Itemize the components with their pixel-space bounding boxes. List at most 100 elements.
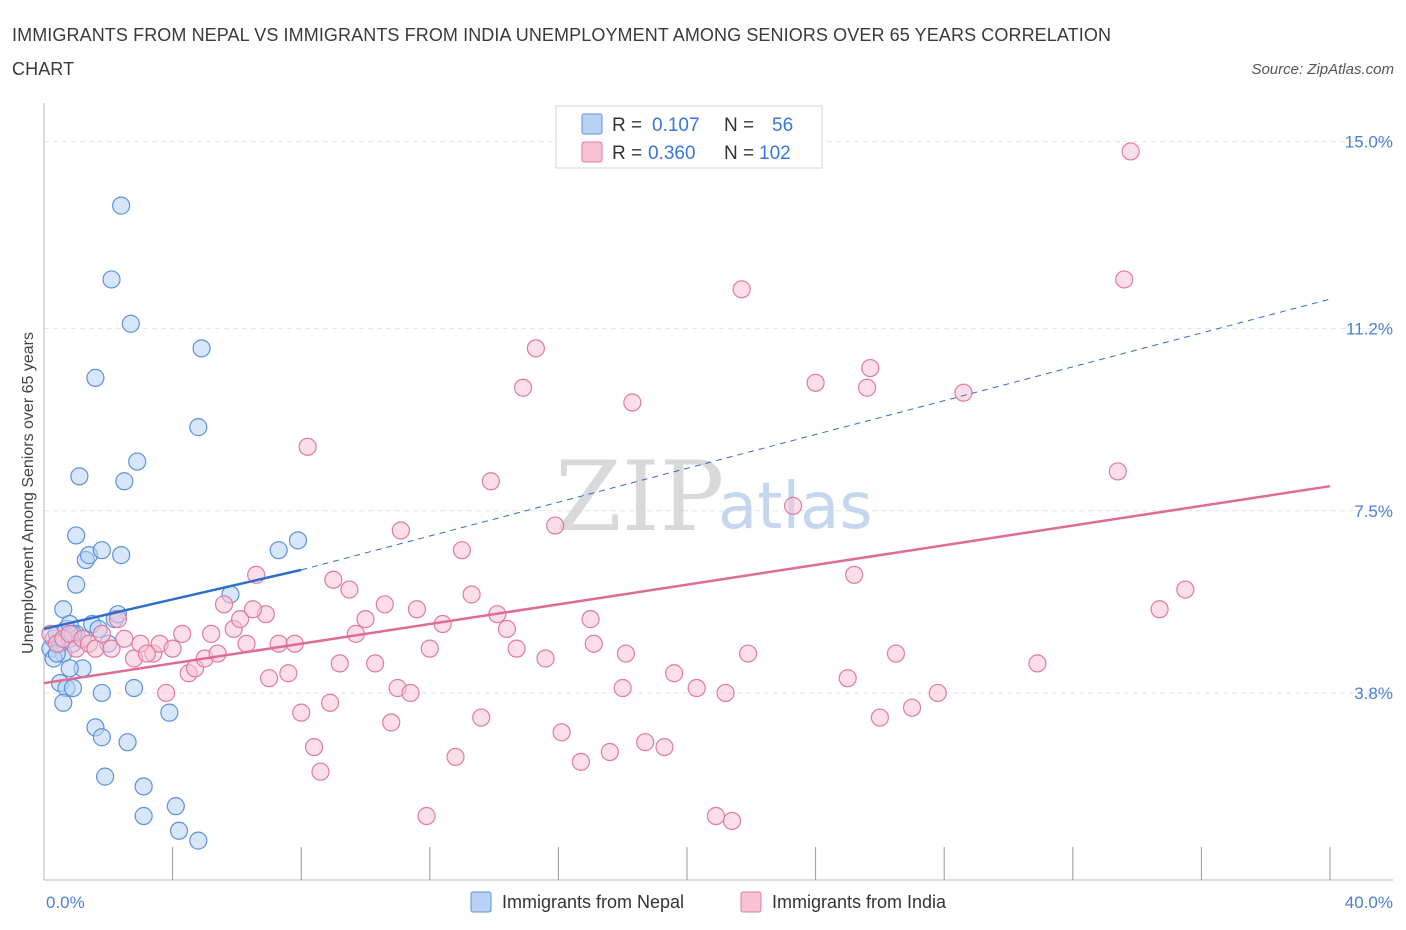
legend-n-value-nepal: 56: [772, 115, 793, 136]
india-point: [366, 654, 385, 673]
india-point: [806, 373, 825, 392]
india-point: [202, 624, 221, 643]
india-point: [375, 595, 394, 614]
india-point: [507, 639, 526, 658]
axes: [43, 103, 1393, 881]
india-point: [861, 358, 880, 378]
nepal-trend-line: [43, 568, 302, 631]
series-legend-label-nepal: Immigrants from Nepal: [502, 892, 684, 912]
nepal-point: [169, 821, 189, 840]
nepal-point: [288, 531, 308, 550]
india-point: [636, 733, 655, 752]
india-point: [571, 752, 591, 771]
india-point: [526, 339, 545, 358]
nepal-point: [115, 472, 134, 491]
india-point: [536, 649, 555, 668]
india-point: [902, 698, 922, 717]
nepal-point: [189, 418, 208, 437]
axis-ticks: [172, 847, 1331, 880]
nepal-point: [269, 541, 288, 560]
series-nepal-points: [41, 196, 308, 850]
india-point: [446, 747, 465, 767]
india-point: [1028, 654, 1047, 673]
nepal-point: [92, 683, 111, 703]
x-tick-label-min: 0.0%: [46, 893, 85, 912]
source-credit: Source: ZipAtlas.com: [1251, 61, 1394, 78]
y-axis-label: Unemployment Among Seniors over 65 years: [20, 332, 37, 654]
y-tick-label: 3.8%: [1354, 684, 1393, 703]
india-point: [546, 516, 565, 535]
india-point: [382, 713, 401, 732]
india-point: [600, 742, 619, 762]
india-point: [462, 585, 481, 604]
india-point: [292, 703, 311, 722]
nepal-point: [92, 541, 111, 560]
india-point: [870, 708, 890, 727]
india-point: [886, 644, 906, 663]
india-point: [356, 610, 375, 629]
legend-n-value-india: 102: [759, 143, 791, 164]
india-point: [472, 708, 491, 727]
watermark-zip: ZIP: [555, 441, 724, 553]
nepal-point: [67, 526, 86, 545]
india-point: [838, 669, 857, 688]
india-point: [845, 565, 864, 584]
india-point: [321, 693, 340, 712]
india-point: [137, 644, 156, 663]
y-tick-label: 11.2%: [1346, 320, 1393, 339]
nepal-point: [63, 678, 83, 698]
india-point: [687, 678, 706, 698]
series-legend-label-india: Immigrants from India: [772, 892, 947, 912]
india-point: [1150, 600, 1169, 619]
series-legend-swatch-nepal: [470, 891, 492, 913]
nepal-point: [70, 467, 89, 486]
india-point: [857, 378, 877, 397]
y-tick-label: 7.5%: [1354, 502, 1393, 521]
watermark: ZIP atlas: [555, 441, 873, 553]
series-legend: Immigrants from Nepal Immigrants from In…: [470, 891, 947, 913]
india-point: [928, 683, 947, 703]
india-point: [665, 664, 684, 683]
india-point: [243, 600, 263, 619]
series-legend-swatch-india: [740, 891, 762, 913]
india-point: [163, 639, 182, 658]
stats-legend: R = 0.107 N = 56 R = 0.360 N = 102: [555, 105, 823, 169]
india-point: [259, 669, 279, 688]
india-point: [497, 619, 517, 639]
legend-n-label-nepal: N =: [724, 115, 754, 136]
india-point: [214, 595, 234, 614]
nepal-trend-extension: [301, 298, 1331, 571]
india-point: [237, 634, 256, 653]
nepal-point: [112, 196, 131, 215]
india-point: [481, 472, 500, 491]
india-point: [231, 610, 250, 629]
india-point: [208, 644, 227, 663]
nepal-point: [128, 452, 147, 471]
india-point: [716, 683, 735, 703]
india-point: [616, 644, 636, 663]
india-point: [584, 634, 603, 653]
india-point: [279, 664, 298, 683]
india-point: [157, 683, 176, 703]
india-point: [420, 639, 439, 658]
india-point: [340, 580, 359, 599]
legend-r-label-india: R =: [612, 143, 642, 164]
india-point: [1108, 462, 1127, 481]
india-point: [732, 280, 751, 299]
india-point: [417, 806, 436, 826]
nepal-point: [160, 703, 179, 722]
nepal-point: [189, 831, 208, 850]
chart-title: IMMIGRANTS FROM NEPAL VS IMMIGRANTS FROM…: [12, 25, 1112, 79]
india-point: [407, 600, 427, 619]
nepal-point: [166, 797, 185, 816]
x-tick-labels: 0.0% 40.0%: [46, 893, 1393, 912]
legend-swatch-nepal: [581, 113, 603, 135]
legend-r-value-india: 0.360: [648, 143, 696, 164]
nepal-point: [102, 270, 121, 289]
nepal-point: [54, 693, 73, 712]
nepal-point: [134, 777, 153, 796]
india-point: [581, 610, 600, 629]
nepal-point: [67, 575, 86, 594]
y-axis-title: Unemployment Among Seniors over 65 years: [20, 332, 37, 654]
legend-r-label-nepal: R =: [612, 115, 642, 136]
